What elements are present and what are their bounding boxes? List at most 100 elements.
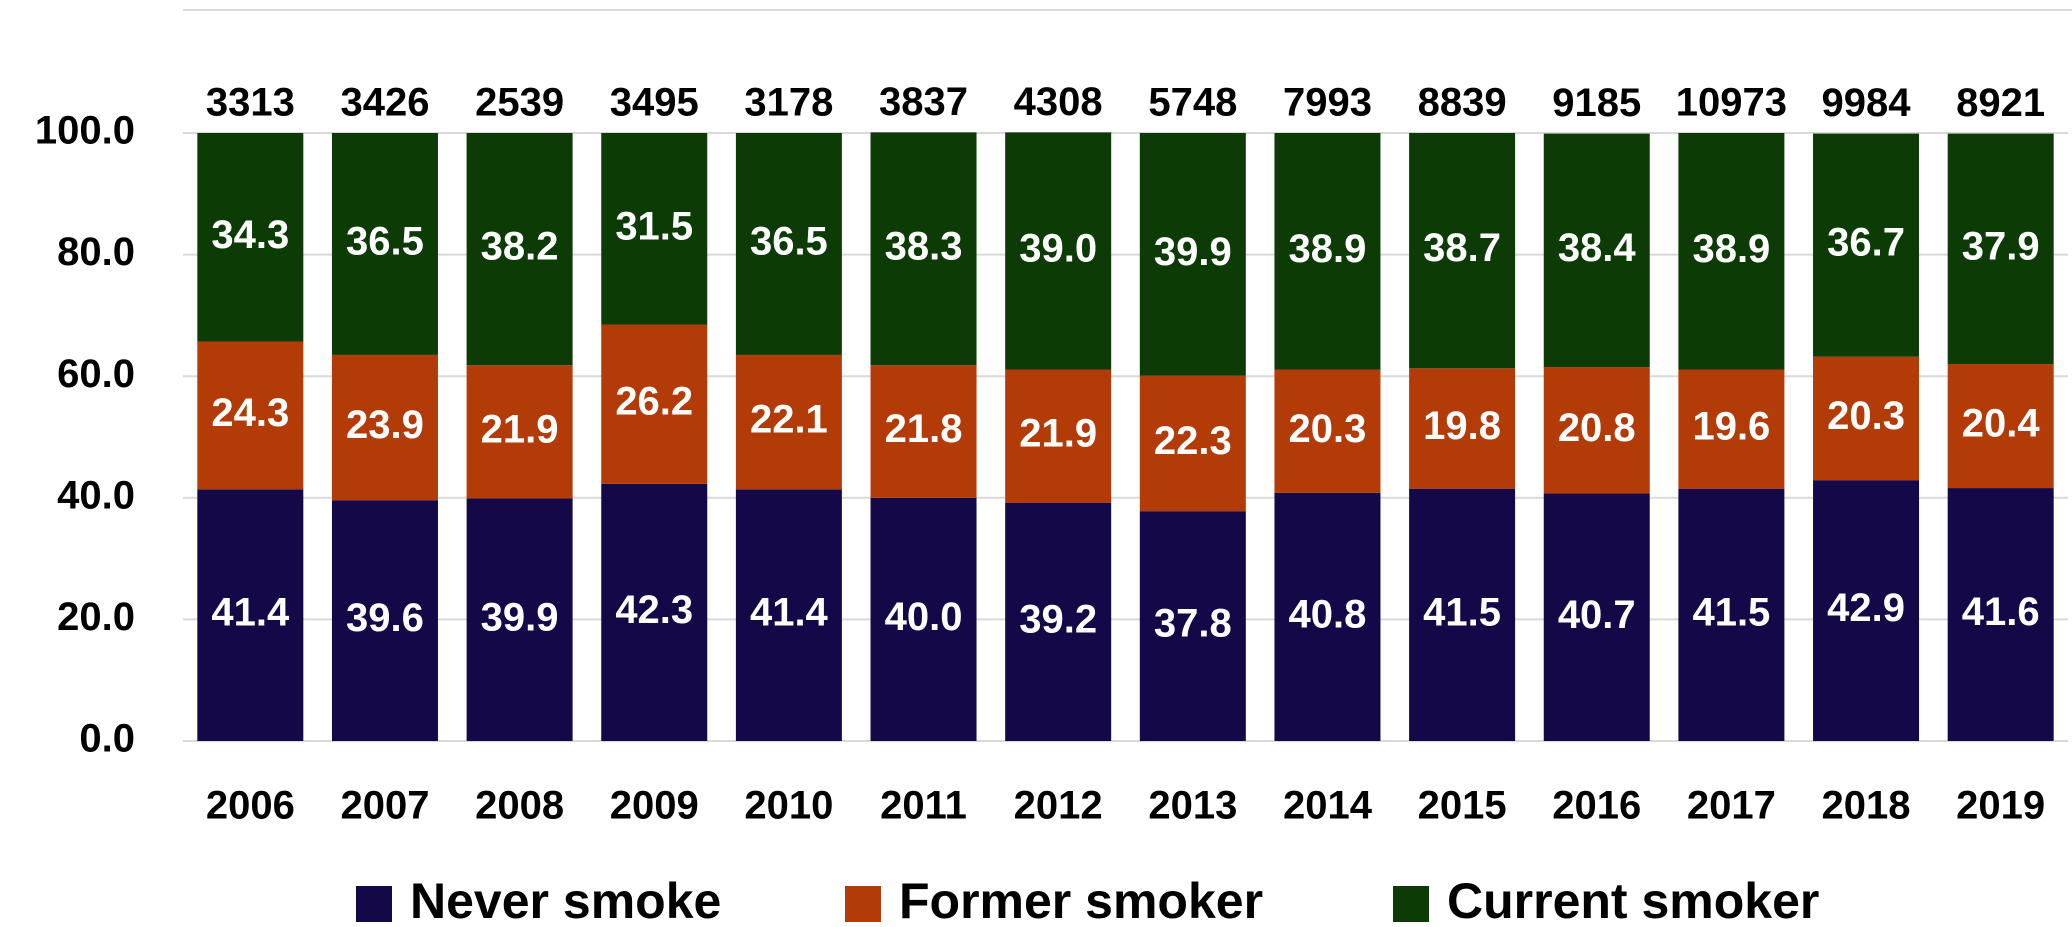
value-label: 20.8 xyxy=(1558,406,1636,450)
bar-segment xyxy=(1813,356,1920,481)
total-label: 4308 xyxy=(1014,80,1103,124)
value-label: 38.3 xyxy=(885,224,963,268)
bar-segment xyxy=(1813,133,1920,357)
total-label: 5748 xyxy=(1148,81,1237,125)
value-label: 21.8 xyxy=(885,407,963,451)
bar-segment xyxy=(1139,511,1246,741)
value-label: 37.8 xyxy=(1154,602,1232,646)
bar-segment xyxy=(1274,369,1381,493)
bar-segment xyxy=(1543,367,1650,494)
total-label: 3495 xyxy=(610,81,699,125)
bar-segment xyxy=(197,341,304,490)
value-label: 41.4 xyxy=(211,591,290,635)
y-tick-label: 80.0 xyxy=(57,230,135,274)
bar-segment xyxy=(1543,133,1650,368)
value-label: 41.4 xyxy=(750,591,829,635)
bar-segment xyxy=(735,489,842,741)
bar-segment xyxy=(735,133,842,355)
bar-segment xyxy=(870,497,977,741)
bar-segment xyxy=(1274,133,1381,370)
y-tick-label: 100.0 xyxy=(35,109,135,153)
total-label: 9984 xyxy=(1822,81,1912,125)
value-label: 41.5 xyxy=(1692,590,1770,634)
bar-segment xyxy=(1409,133,1516,369)
bar-segment xyxy=(1813,480,1920,741)
bar-segment xyxy=(1005,369,1112,503)
value-label: 26.2 xyxy=(615,380,693,424)
bar-segment xyxy=(197,489,304,741)
value-label: 20.4 xyxy=(1962,402,2041,446)
legend-label: Former smoker xyxy=(899,873,1263,927)
value-label: 37.9 xyxy=(1962,224,2040,268)
value-label: 40.8 xyxy=(1289,593,1367,637)
value-label: 38.9 xyxy=(1289,227,1367,271)
value-label: 36.5 xyxy=(750,220,828,264)
x-tick-label: 2016 xyxy=(1552,784,1641,828)
total-label: 3178 xyxy=(744,81,833,125)
bar-segment xyxy=(1678,369,1785,489)
bar-segment xyxy=(1139,375,1246,512)
y-tick-label: 20.0 xyxy=(57,595,135,639)
value-label: 34.3 xyxy=(211,213,289,257)
x-tick-label: 2011 xyxy=(880,784,967,828)
bar-segment xyxy=(1409,488,1516,741)
value-label: 24.3 xyxy=(211,391,289,435)
value-label: 40.7 xyxy=(1558,593,1636,637)
legend-swatch xyxy=(845,886,881,922)
x-tick-label: 2009 xyxy=(610,784,699,828)
bar-segment xyxy=(870,132,977,366)
value-label: 19.6 xyxy=(1692,405,1770,449)
total-label: 9185 xyxy=(1552,81,1641,125)
bar-segment xyxy=(1409,368,1516,489)
bar-segment xyxy=(197,133,304,342)
x-tick-label: 2013 xyxy=(1148,784,1237,828)
value-label: 38.2 xyxy=(481,225,559,269)
x-tick-label: 2015 xyxy=(1418,784,1507,828)
x-tick-label: 2019 xyxy=(1956,784,2045,828)
bar-segment xyxy=(331,500,438,741)
x-tick-label: 2017 xyxy=(1687,784,1776,828)
value-label: 38.7 xyxy=(1423,226,1501,270)
bar-segment xyxy=(601,133,708,325)
bar-segment xyxy=(1139,133,1246,376)
bar-segment xyxy=(331,354,438,501)
value-label: 42.3 xyxy=(615,588,693,632)
value-label: 31.5 xyxy=(615,204,693,248)
x-tick-label: 2007 xyxy=(340,784,429,828)
bar-segment xyxy=(1947,364,2054,489)
value-label: 40.0 xyxy=(885,595,963,639)
bar-segment xyxy=(601,483,708,741)
x-tick-label: 2012 xyxy=(1014,784,1103,828)
value-label: 36.7 xyxy=(1827,221,1905,265)
bar-segment xyxy=(1947,133,2054,365)
value-label: 19.8 xyxy=(1423,404,1501,448)
bar-segment xyxy=(1678,133,1785,370)
value-label: 42.9 xyxy=(1827,586,1905,630)
value-label: 36.5 xyxy=(346,220,424,264)
total-label: 3837 xyxy=(879,80,968,124)
bar-segment xyxy=(870,365,977,498)
value-label: 39.6 xyxy=(346,596,424,640)
bar-segment xyxy=(466,133,573,366)
bar-segment xyxy=(331,133,438,355)
value-label: 21.9 xyxy=(1019,412,1097,456)
value-label: 39.9 xyxy=(481,595,559,639)
value-label: 20.3 xyxy=(1289,407,1367,451)
bar-segment xyxy=(1274,492,1381,741)
value-label: 41.6 xyxy=(1962,590,2040,634)
value-label: 38.9 xyxy=(1692,227,1770,271)
value-label: 38.4 xyxy=(1558,226,1637,270)
bar-segment xyxy=(1005,132,1112,370)
value-label: 22.3 xyxy=(1154,419,1232,463)
y-tick-label: 40.0 xyxy=(57,473,135,517)
x-tick-label: 2018 xyxy=(1822,784,1911,828)
legend-swatch xyxy=(356,886,392,922)
value-label: 39.0 xyxy=(1019,227,1097,271)
bar-segment xyxy=(466,498,573,741)
total-label: 3313 xyxy=(206,81,295,125)
bar-segment xyxy=(601,324,708,484)
bar-segment xyxy=(735,354,842,490)
x-tick-label: 2006 xyxy=(206,784,295,828)
value-label: 41.5 xyxy=(1423,590,1501,634)
